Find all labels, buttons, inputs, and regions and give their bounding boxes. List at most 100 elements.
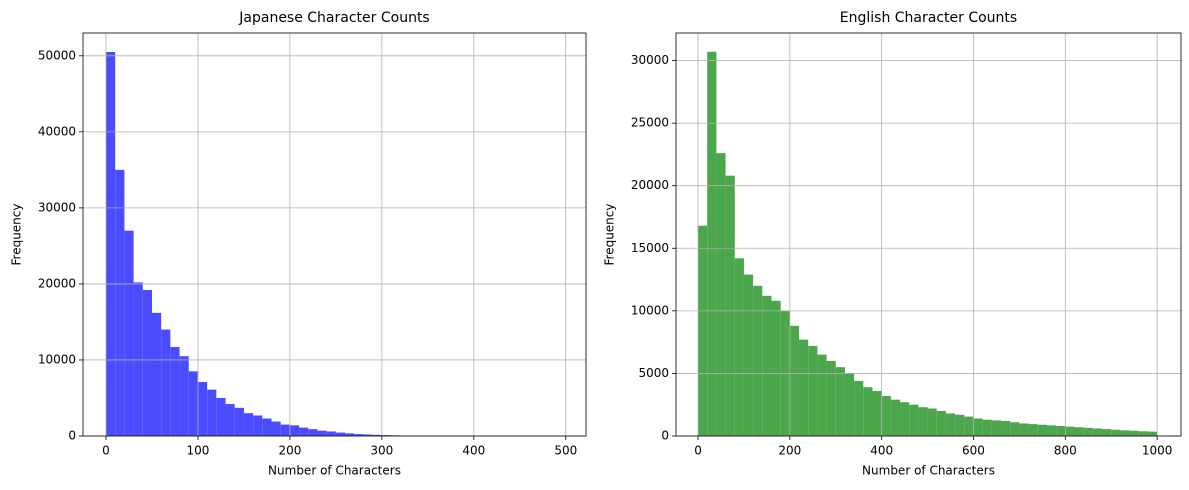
bar <box>927 408 937 436</box>
bar <box>973 418 983 436</box>
bar <box>945 413 956 436</box>
bar <box>1056 425 1066 436</box>
bar <box>1037 424 1047 436</box>
y-tick-label: 0 <box>661 429 669 443</box>
bar <box>289 425 300 436</box>
x-tick-label: 300 <box>370 444 393 458</box>
bar <box>345 433 355 436</box>
x-tick-label: 0 <box>694 444 702 458</box>
bar <box>335 432 346 436</box>
bar <box>280 424 290 436</box>
bar <box>142 290 152 436</box>
x-tick-label: 200 <box>778 444 801 458</box>
bar <box>808 345 818 436</box>
bar <box>1120 430 1130 436</box>
bar <box>225 404 235 436</box>
bar <box>381 435 392 436</box>
bar <box>762 295 772 436</box>
bar <box>964 416 974 436</box>
bar <box>707 51 717 437</box>
x-tick-label: 200 <box>278 444 301 458</box>
bar <box>234 407 244 436</box>
y-tick-label: 30000 <box>38 200 76 214</box>
bar <box>991 420 1002 436</box>
bar <box>151 312 162 436</box>
chart-title: Japanese Character Counts <box>238 10 429 26</box>
plot-frame <box>675 32 1182 437</box>
bar <box>124 230 134 436</box>
bar <box>271 421 281 436</box>
bar <box>115 169 125 436</box>
plot-frame <box>82 32 587 437</box>
y-tick-label: 30000 <box>631 53 669 67</box>
bar <box>161 329 171 436</box>
bar <box>1019 423 1029 436</box>
y-tick-label: 15000 <box>631 241 669 255</box>
x-tick-label: 100 <box>186 444 209 458</box>
bar <box>771 300 781 436</box>
bar <box>955 414 965 436</box>
bar <box>207 389 217 436</box>
bar <box>936 410 946 436</box>
bar <box>799 339 809 436</box>
x-tick-label: 500 <box>554 444 577 458</box>
bar <box>900 402 910 436</box>
bar <box>982 419 992 436</box>
bar <box>817 354 827 436</box>
bar <box>716 153 726 437</box>
bar <box>835 367 845 436</box>
bar <box>844 373 855 436</box>
bar <box>216 397 226 436</box>
bar <box>789 325 800 436</box>
y-tick-label: 40000 <box>38 124 76 138</box>
bar <box>725 175 735 437</box>
chart-title: English Character Counts <box>840 10 1017 26</box>
bar <box>881 395 891 436</box>
bar <box>188 371 198 436</box>
bar <box>197 382 208 436</box>
y-tick-label: 25000 <box>631 116 669 130</box>
bar <box>743 274 754 436</box>
bar <box>1111 429 1121 436</box>
bar <box>1001 420 1011 436</box>
x-tick-label: 400 <box>462 444 485 458</box>
bar <box>170 347 180 436</box>
bar <box>1102 429 1112 436</box>
bar <box>1074 427 1084 436</box>
bar <box>105 52 116 437</box>
x-axis-label: Number of Characters <box>268 464 401 478</box>
bar <box>918 407 928 436</box>
y-axis-label: Frequency <box>10 204 24 266</box>
bar <box>753 285 763 436</box>
bar <box>854 380 864 436</box>
bar <box>1065 426 1075 436</box>
x-tick-label: 1000 <box>1142 444 1173 458</box>
y-tick-label: 10000 <box>38 352 76 366</box>
y-tick-label: 10000 <box>631 303 669 317</box>
bar <box>698 225 708 436</box>
bar <box>262 418 272 436</box>
bar <box>1147 431 1158 436</box>
y-axis-label: Frequency <box>603 204 617 266</box>
bar <box>1083 427 1093 436</box>
x-tick-label: 800 <box>1054 444 1077 458</box>
bar <box>734 258 744 436</box>
bar <box>253 415 263 436</box>
y-tick-label: 20000 <box>631 178 669 192</box>
bar <box>826 360 836 436</box>
y-tick-label: 0 <box>68 429 76 443</box>
bar <box>133 282 143 436</box>
x-tick-label: 600 <box>962 444 985 458</box>
bar <box>872 390 882 436</box>
bar <box>1092 428 1103 436</box>
bar <box>179 356 189 436</box>
y-tick-label: 50000 <box>38 48 76 62</box>
y-tick-label: 20000 <box>38 276 76 290</box>
bar <box>1129 430 1139 436</box>
bar <box>909 404 919 436</box>
bar <box>1028 424 1038 436</box>
x-axis-label: Number of Characters <box>862 464 995 478</box>
x-tick-label: 400 <box>870 444 893 458</box>
bar <box>372 434 382 436</box>
